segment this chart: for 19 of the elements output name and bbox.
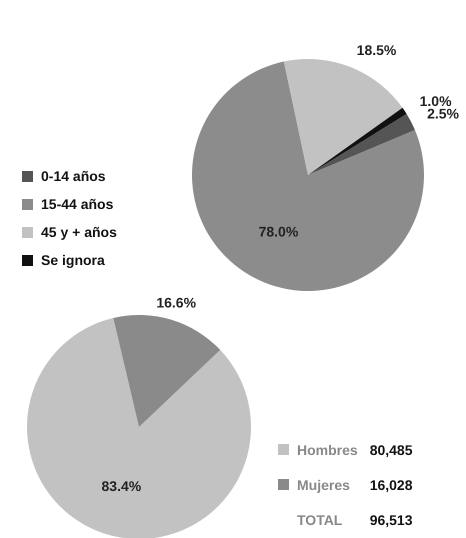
pie-slice <box>308 108 407 175</box>
pie-slice <box>27 318 251 538</box>
legend-label: Se ignora <box>41 251 106 270</box>
text: 96,513 <box>370 512 413 528</box>
pie-slice <box>284 59 403 175</box>
text: 80,485 <box>370 440 413 460</box>
pie-slice <box>113 315 220 427</box>
data-label: 83.4% <box>102 478 142 494</box>
legend-label: Hombres <box>297 440 359 460</box>
legend-label: 0-14 años <box>41 167 107 186</box>
text: TOTAL <box>297 510 344 530</box>
legend-label: 45 y + años <box>41 223 118 242</box>
data-label: 18.5% <box>356 42 397 58</box>
data-label: 16.6% <box>156 294 197 310</box>
legend-label: Mujeres <box>297 476 351 495</box>
data-label: 78.0% <box>258 224 299 240</box>
pie-slice <box>308 114 415 175</box>
legend-label: 15-44 años <box>41 195 114 214</box>
text: 16,028 <box>370 476 413 494</box>
